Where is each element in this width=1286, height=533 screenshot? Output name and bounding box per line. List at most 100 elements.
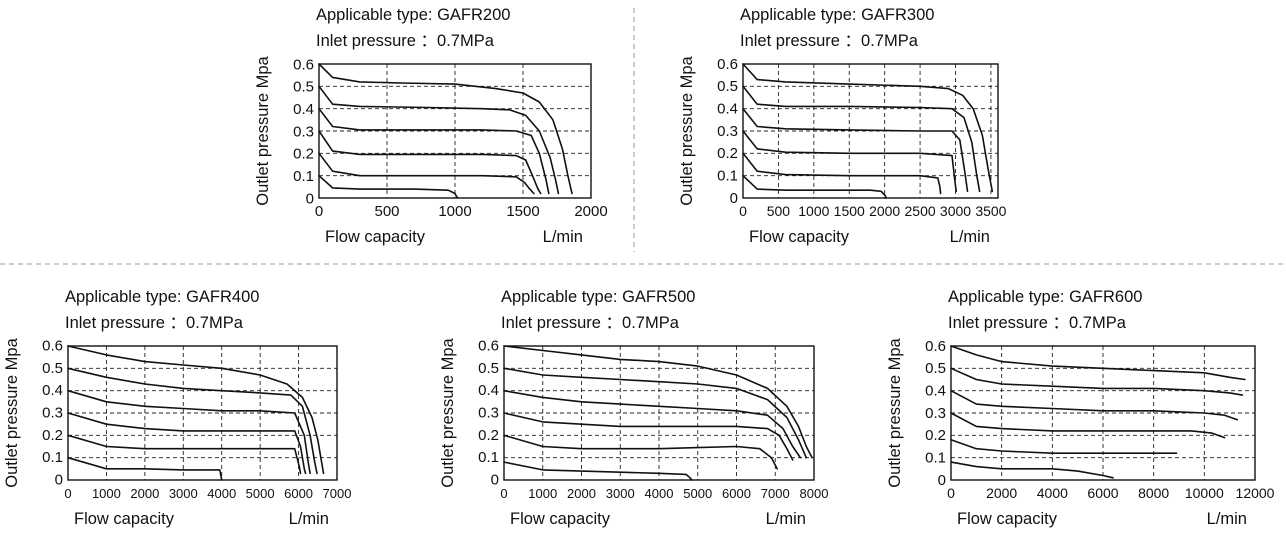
x-tick-label: 5000 (246, 486, 275, 501)
x-axis-label: Flow capacity (749, 228, 850, 246)
y-axis-label: Outlet pressure Mpa (886, 337, 904, 487)
y-axis-label: Outlet pressure Mpa (254, 55, 272, 205)
chart-title: Applicable type: GAFR300 (740, 6, 934, 24)
y-tick-label: 0 (491, 472, 499, 489)
chart-title: Applicable type: GAFR500 (501, 288, 695, 306)
x-tick-label: 4000 (207, 486, 236, 501)
x-tick-label: 2500 (905, 203, 936, 219)
x-tick-label: 2000 (986, 485, 1017, 501)
x-tick-label: 8000 (1138, 485, 1169, 501)
chart-3: 0 0.1 0.2 0.3 0.4 0.5 0.6 0 1000 2000 3000 4000 5000… (3, 288, 351, 528)
series-line-5 (950, 439, 1178, 454)
x-axis-unit: L/min (289, 510, 329, 528)
series-line-6 (67, 456, 223, 481)
chart-subtitle: Inlet pressure ：0.7MPa (65, 314, 244, 332)
series-line-2 (742, 85, 981, 193)
series-line-5 (67, 434, 302, 475)
series-line-4 (67, 412, 307, 475)
series-line-2 (503, 367, 808, 459)
x-tick-label: 0 (315, 203, 323, 220)
x-tick-label: 0 (500, 486, 507, 501)
y-axis-label: Outlet pressure Mpa (678, 55, 696, 205)
series-line-6 (318, 174, 459, 199)
y-axis-label: Outlet pressure Mpa (439, 337, 457, 487)
x-tick-label: 2000 (130, 486, 159, 501)
y-tick-label: 0.4 (293, 101, 314, 118)
y-tick-label: 0.3 (717, 123, 738, 140)
series-line-1 (742, 63, 994, 193)
x-tick-label: 3000 (169, 486, 198, 501)
x-tick-label: 10000 (1185, 485, 1224, 501)
chart-subtitle: Inlet pressure ：0.7MPa (501, 314, 680, 332)
y-tick-label: 0.6 (42, 338, 63, 355)
y-tick-label: 0 (55, 472, 63, 489)
chart-subtitle: Inlet pressure ：0.7MPa (316, 32, 495, 50)
y-tick-label: 0.1 (42, 449, 63, 466)
series-line-4 (503, 412, 794, 461)
x-tick-label: 1000 (438, 203, 471, 220)
x-tick-label: 3000 (940, 203, 971, 219)
x-tick-label: 6000 (722, 486, 751, 501)
x-tick-label: 500 (374, 203, 399, 220)
series-line-2 (318, 85, 560, 195)
y-tick-label: 0.4 (478, 382, 499, 399)
y-tick-label: 0 (938, 472, 946, 489)
x-tick-label: 12000 (1236, 485, 1275, 501)
series-line-6 (742, 174, 887, 199)
x-tick-label: 2000 (567, 486, 596, 501)
x-tick-label: 1000 (528, 486, 557, 501)
y-tick-label: 0.3 (42, 405, 63, 422)
series-line-5 (318, 152, 535, 195)
y-tick-label: 0.6 (293, 56, 314, 73)
x-axis-label: Flow capacity (325, 228, 426, 246)
y-tick-label: 0 (730, 190, 738, 207)
y-tick-label: 0.2 (293, 146, 314, 163)
charts-group: 00.10.20.30.40.50.60 500 1000 1500 2000Appli… (3, 6, 1275, 528)
x-tick-label: 4000 (645, 486, 674, 501)
y-tick-label: 0.5 (293, 79, 314, 96)
series-line-2 (67, 367, 318, 475)
x-tick-label: 5000 (683, 486, 712, 501)
x-tick-label: 3500 (975, 203, 1006, 219)
x-tick-label: 4000 (1037, 485, 1068, 501)
y-tick-label: 0.2 (717, 145, 738, 162)
series-line-1 (318, 63, 573, 195)
chart-5: 0 0.1 0.2 0.3 0.4 0.5 0.6 0 2000 4000 6000 8000 1000… (886, 288, 1275, 528)
x-tick-label: 6000 (1087, 485, 1118, 501)
y-tick-label: 0.4 (925, 383, 946, 400)
chart-subtitle: Inlet pressure ：0.7MPa (948, 314, 1127, 332)
y-tick-label: 0.1 (293, 168, 314, 185)
x-tick-label: 2000 (869, 203, 900, 219)
x-tick-label: 0 (739, 203, 747, 219)
y-tick-label: 0.5 (717, 78, 738, 95)
x-axis-unit: L/min (766, 510, 806, 528)
series-line-3 (67, 389, 311, 475)
series-line-1 (67, 345, 325, 475)
series-line-3 (950, 389, 1239, 421)
x-tick-label: 8000 (800, 486, 829, 501)
y-tick-label: 0.5 (42, 360, 63, 377)
series-line-6 (950, 461, 1114, 479)
series-line-2 (950, 367, 1244, 396)
x-tick-label: 7000 (323, 486, 352, 501)
x-tick-label: 0 (64, 486, 71, 501)
y-tick-label: 0.5 (925, 360, 946, 377)
series-line-1 (950, 345, 1246, 381)
y-tick-label: 0.6 (478, 338, 499, 355)
y-tick-label: 0.4 (717, 101, 738, 118)
chart-4: 0 0.1 0.2 0.3 0.4 0.5 0.6 0 1000 2000 3000 4000 5000… (439, 288, 828, 528)
y-tick-label: 0.1 (717, 168, 738, 185)
y-tick-label: 0 (306, 190, 314, 207)
series-line-4 (950, 412, 1226, 439)
chart-title: Applicable type: GAFR200 (316, 6, 510, 24)
y-tick-label: 0.3 (293, 123, 314, 140)
series-line-6 (503, 461, 693, 481)
y-tick-label: 0.5 (478, 360, 499, 377)
x-tick-label: 500 (767, 203, 791, 219)
x-tick-label: 7000 (761, 486, 790, 501)
x-tick-label: 0 (947, 485, 955, 501)
y-tick-label: 0.2 (478, 427, 499, 444)
series-line-5 (503, 434, 778, 470)
series-line-4 (742, 130, 957, 193)
